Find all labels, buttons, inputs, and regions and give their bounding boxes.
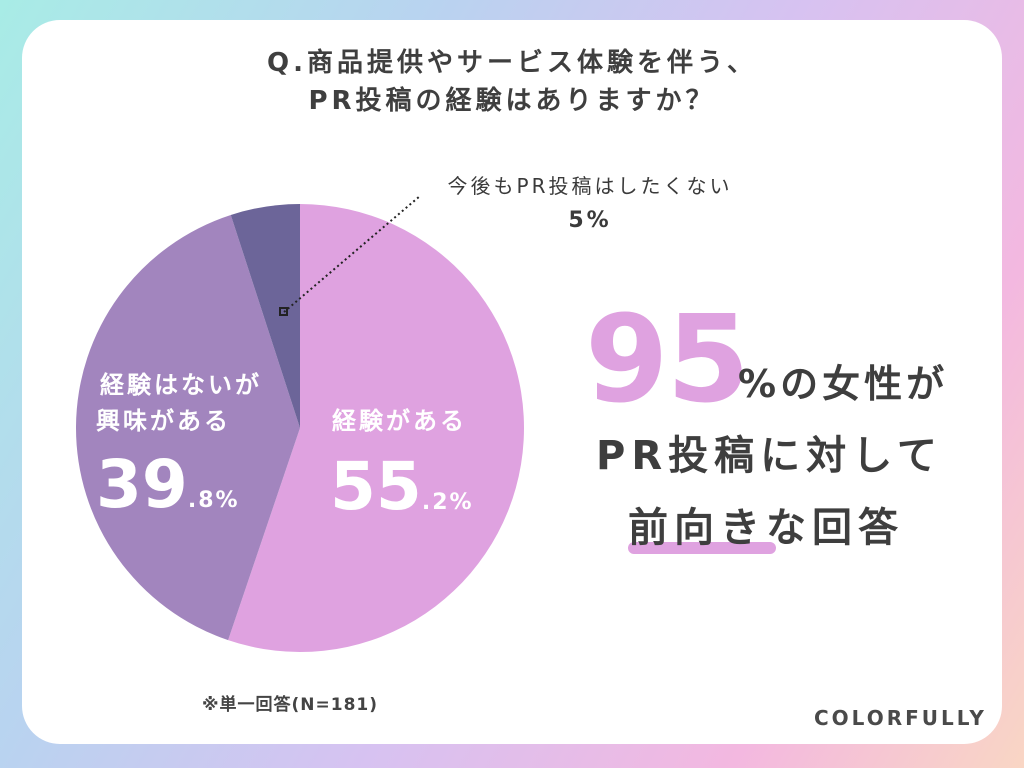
headline-line1: %の女性が xyxy=(738,362,949,406)
slice-value-experienced-dec: .2% xyxy=(421,490,474,515)
question-title-line2: PR投稿の経験はありますか？ xyxy=(308,86,716,116)
slice-value-interested-dec: .8% xyxy=(187,488,240,513)
slice-callout-decline: 今後もPR投稿はしたくない 5% xyxy=(420,172,760,238)
pie-slice-experienced xyxy=(228,204,525,652)
slice-value-experienced-int: 55 xyxy=(330,448,422,525)
footnote: ※単一回答(N=181) xyxy=(202,695,379,715)
headline-line3: 前向きな回答 xyxy=(628,505,904,551)
slice-label-interested: 経験はないが 興味がある 39.8% xyxy=(96,368,262,520)
question-title: Q.商品提供やサービス体験を伴う、 PR投稿の経験はありますか？ xyxy=(0,44,1024,120)
question-title-line1: Q.商品提供やサービス体験を伴う、 xyxy=(267,48,757,78)
headline-underline xyxy=(628,542,776,554)
slice-value-decline: 5% xyxy=(568,208,612,233)
callout-anchor-dot xyxy=(279,307,288,316)
brand-logo: COLORFULLY xyxy=(814,706,987,730)
headline-big-number: 95 xyxy=(585,291,750,430)
slice-value-interested-int: 39 xyxy=(96,446,188,523)
slice-label-experienced-text: 経験がある xyxy=(332,407,467,435)
pie-slice-decline xyxy=(230,204,300,428)
slice-label-interested-line1: 経験はないが xyxy=(100,371,262,399)
slice-label-decline: 今後もPR投稿はしたくない xyxy=(447,174,733,198)
headline-line2: PR投稿に対して xyxy=(596,433,943,479)
slice-label-experienced: 経験がある 55.2% xyxy=(330,404,474,522)
pie-slice-interested xyxy=(75,214,300,641)
slice-label-interested-line2: 興味がある xyxy=(96,407,231,435)
